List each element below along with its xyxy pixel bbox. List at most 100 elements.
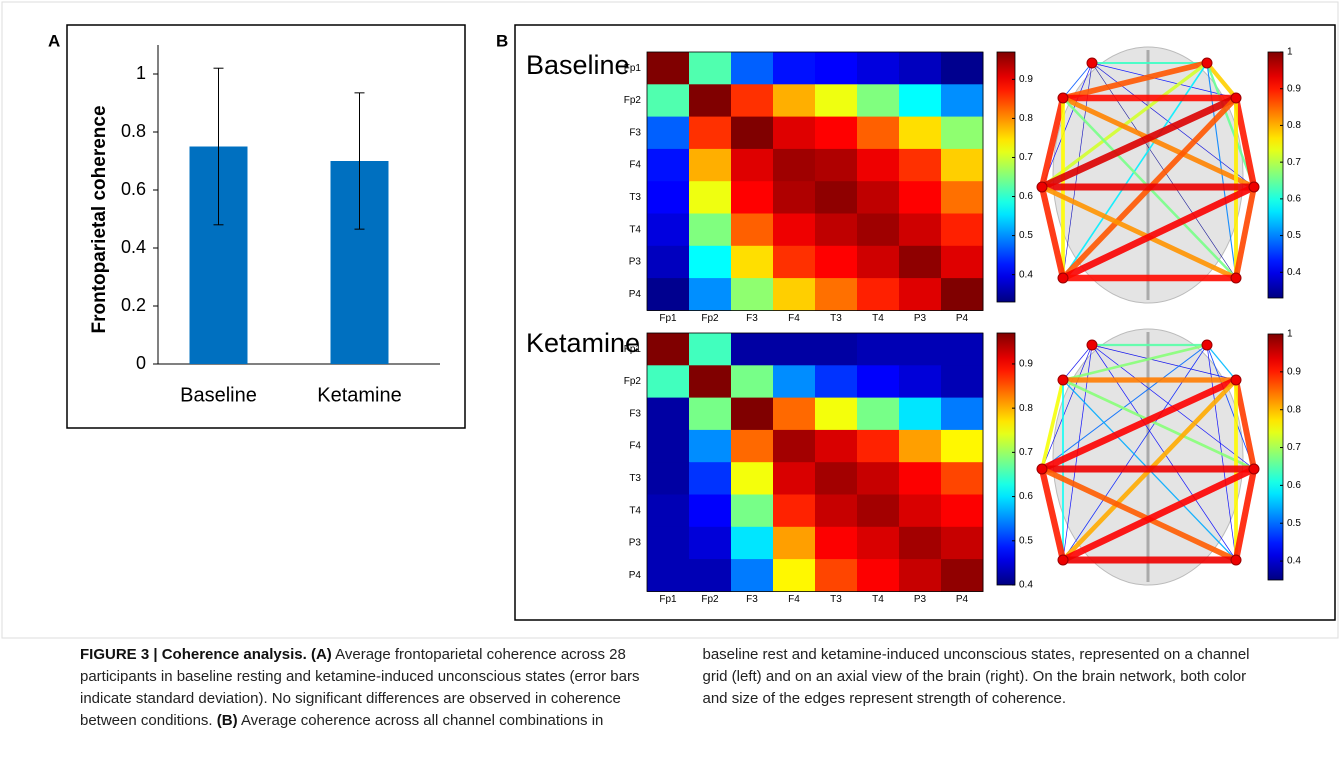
heatmap-cell [731,559,774,592]
x-tick-label: Baseline [180,384,257,406]
figure-frame [1,1,1339,639]
heatmap-cell [941,181,984,214]
heatmap-cell [815,462,858,495]
heatmap-cell [773,84,816,118]
column-label: T4 [872,594,884,605]
heatmap-cell [731,397,774,431]
network-edge [1062,378,1255,471]
network-node [1036,181,1048,193]
column-label: P3 [914,313,927,324]
colorbar-tick-label: 0.8 [1287,120,1301,131]
network-edge [1061,183,1256,282]
heatmap-cell [815,397,858,431]
row-label: F3 [629,408,641,419]
network-edge [1062,344,1093,381]
caption-label: (B) [216,712,238,729]
heatmap-cell [899,397,942,431]
row-label: P4 [629,570,642,581]
network-node [1248,463,1260,475]
network-edge [1040,184,1238,281]
colorbar-tick-label: 0.4 [1287,267,1301,278]
heatmap-cell [941,213,984,247]
heatmap-cell [899,213,942,247]
heatmap-cell [647,52,690,85]
heatmap-cell [941,559,984,592]
column-label: T4 [872,313,884,324]
heatmap-cell [815,116,858,150]
y-tick-label: 0.8 [121,121,146,141]
heatmap-cell [857,181,900,214]
heatmap-cell [689,462,732,495]
colorbar [1267,51,1284,299]
network-node [1230,272,1242,284]
colorbar-tick-label: 0.5 [1019,535,1033,546]
heatmap-cell [647,84,690,118]
heatmap-cell [731,181,774,214]
heatmap-cell [815,245,858,279]
heatmap-cell [815,52,858,85]
column-label: Fp1 [659,594,677,605]
heatmap-cell [899,245,942,279]
heatmap-cell [731,278,774,311]
colorbar-tick-label: 1 [1287,329,1293,340]
heatmap-cell [647,333,690,366]
heatmap-cell [815,84,858,118]
column-label: T3 [830,313,842,324]
network-node [1057,92,1069,104]
heatmap-cell [899,116,942,150]
column-label: Fp2 [701,594,719,605]
heatmap-cell [773,213,816,247]
caption-title: FIGURE 3 | Coherence analysis. [80,646,307,663]
heatmap-cell [731,494,774,528]
heatmap-cell [899,462,942,495]
heatmap-cell [689,278,732,311]
heatmap-cell [731,245,774,279]
heatmap-cell [899,181,942,214]
network-node [1201,57,1213,69]
heatmap-cell [941,365,984,399]
heatmap-cell [689,526,732,560]
heatmap-cell [773,116,816,150]
row-label: T3 [629,473,641,484]
heatmap-cell [731,148,774,182]
heatmap-cell [941,148,984,182]
heatmap-cell [773,245,816,279]
heatmap-cell [647,526,690,560]
heatmap-cell [647,462,690,495]
panel-a-frame [66,24,466,429]
heatmap-cell [689,494,732,528]
network-node [1057,272,1069,284]
heatmap-cell [941,526,984,560]
row-label: F4 [629,160,641,171]
figure-caption: FIGURE 3 | Coherence analysis. (A) Avera… [80,644,1270,732]
heatmap-cell [815,365,858,399]
colorbar-tick-label: 0.7 [1019,447,1033,458]
caption-text: Average frontoparietal coherence across … [80,646,640,729]
heatmap-cell [647,213,690,247]
heatmap-cell [857,397,900,431]
network-edge [1206,344,1255,470]
heatmap-cell [647,116,690,150]
column-label: Fp2 [701,313,719,324]
heatmap-cell [857,429,900,463]
row-label: T3 [629,192,641,203]
heatmap-cell [857,84,900,118]
heatmap-cell [731,52,774,85]
network-edge [1038,468,1067,561]
network-edge [1038,186,1067,279]
heatmap-cell [815,213,858,247]
colorbar-tick-label: 0.9 [1019,359,1033,370]
colorbar-tick-label: 0.8 [1287,404,1301,415]
y-tick-label: 0.2 [121,295,146,315]
network-node [1086,57,1098,69]
heatmap-cell [815,333,858,366]
heatmap-cell [647,397,690,431]
heatmap-cell [773,365,816,399]
colorbar-tick-label: 0.5 [1287,518,1301,529]
y-axis-label: Frontoparietal coherence [89,105,110,333]
colorbar-tick-label: 1 [1287,47,1293,58]
network-edge [1091,62,1237,99]
heatmap-cell [647,181,690,214]
y-tick-label: 1 [136,63,146,83]
